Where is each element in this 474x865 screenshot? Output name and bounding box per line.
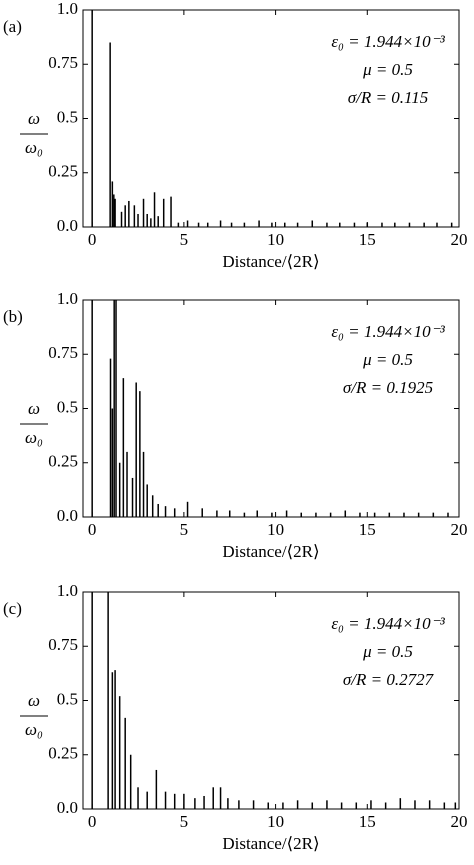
y-tick-label: 1.0	[57, 0, 78, 18]
x-tick-label: 10	[267, 520, 284, 539]
x-tick-label: 5	[180, 230, 189, 249]
y-tick-label: 0.25	[48, 452, 78, 471]
y-label-bottom: ω₀	[25, 720, 43, 739]
y-tick-label: 0.0	[57, 216, 78, 235]
y-tick-label: 0.0	[57, 506, 78, 525]
panel-label: (a)	[3, 17, 22, 36]
x-tick-label: 5	[180, 812, 189, 831]
annotation: μ = 0.5	[362, 642, 413, 661]
x-tick-label: 5	[180, 520, 189, 539]
x-tick-label: 20	[451, 230, 468, 249]
y-tick-label: 0.75	[48, 343, 78, 362]
y-label-bottom: ω₀	[25, 428, 43, 447]
y-tick-label: 0.5	[57, 107, 78, 126]
annotation: μ = 0.5	[362, 60, 413, 79]
x-tick-label: 0	[88, 812, 97, 831]
y-label-top: ω	[28, 399, 40, 418]
x-label: Distance/⟨2R⟩	[222, 834, 319, 853]
y-label-top: ω	[28, 691, 40, 710]
y-tick-label: 0.75	[48, 635, 78, 654]
annotation: σ/R = 0.115	[348, 88, 428, 107]
x-tick-label: 15	[359, 520, 376, 539]
y-label-bottom: ω₀	[25, 138, 43, 157]
panel-label: (b)	[3, 307, 23, 326]
y-tick-label: 0.75	[48, 53, 78, 72]
y-tick-label: 0.0	[57, 798, 78, 817]
annotation: σ/R = 0.1925	[343, 378, 433, 397]
y-label-top: ω	[28, 109, 40, 128]
x-tick-label: 15	[359, 230, 376, 249]
panel-label: (c)	[3, 599, 22, 618]
x-tick-label: 10	[267, 230, 284, 249]
y-tick-label: 0.25	[48, 744, 78, 763]
annotation: σ/R = 0.2727	[343, 670, 435, 689]
annotation: μ = 0.5	[362, 350, 413, 369]
y-tick-label: 0.25	[48, 162, 78, 181]
y-tick-label: 1.0	[57, 581, 78, 600]
y-tick-label: 1.0	[57, 289, 78, 308]
x-tick-label: 20	[451, 520, 468, 539]
x-label: Distance/⟨2R⟩	[222, 252, 319, 271]
y-tick-label: 0.5	[57, 397, 78, 416]
x-tick-label: 15	[359, 812, 376, 831]
x-tick-label: 20	[451, 812, 468, 831]
annotation: ε₀ = 1.944×10⁻³	[331, 614, 445, 633]
x-tick-label: 10	[267, 812, 284, 831]
annotation: ε₀ = 1.944×10⁻³	[331, 32, 445, 51]
x-tick-label: 0	[88, 520, 97, 539]
annotation: ε₀ = 1.944×10⁻³	[331, 322, 445, 341]
x-label: Distance/⟨2R⟩	[222, 542, 319, 561]
x-tick-label: 0	[88, 230, 97, 249]
y-tick-label: 0.5	[57, 689, 78, 708]
